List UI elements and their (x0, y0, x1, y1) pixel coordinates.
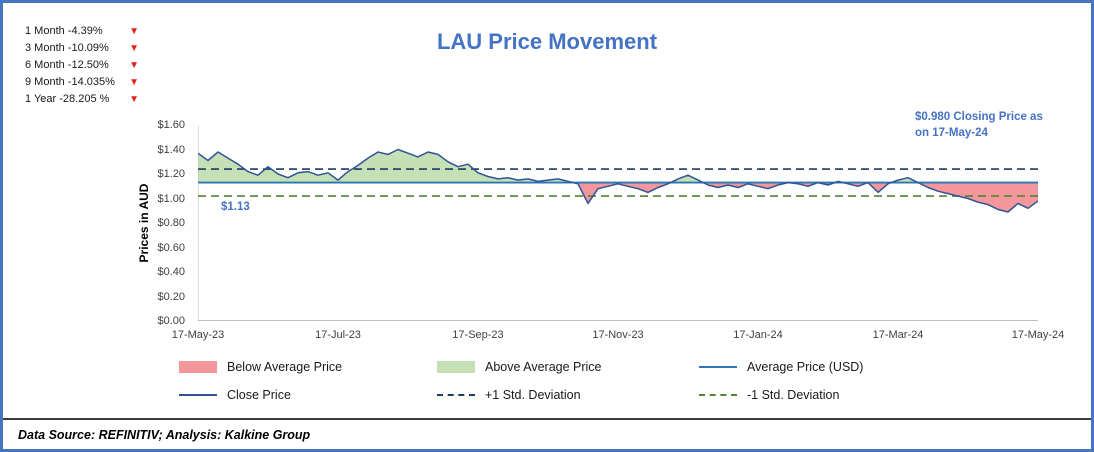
data-source-footer: Data Source: REFINITIV; Analysis: Kalkin… (3, 418, 1091, 449)
below-average-swatch-icon (179, 361, 217, 373)
closing-price-annotation-line2: on 17-May-24 (915, 126, 988, 139)
y-tick-label: $1.20 (157, 168, 185, 180)
x-tick-label: 17-Jul-23 (315, 329, 361, 341)
legend-label: Average Price (USD) (747, 360, 864, 374)
down-arrow-icon: ▼ (129, 43, 139, 54)
y-tick-label: $1.40 (157, 143, 185, 156)
y-tick-label: $0.00 (157, 315, 185, 327)
perf-9-month: 9 Month -14.035% ▼ (25, 74, 139, 91)
y-tick-label: $0.40 (157, 266, 185, 278)
legend-label: Below Average Price (227, 360, 343, 374)
chart-title: LAU Price Movement (436, 29, 658, 54)
legend-above-average: Above Average Price (437, 360, 699, 374)
y-tick-label: $0.20 (157, 290, 185, 303)
legend-minus-std-deviation: -1 Std. Deviation (699, 388, 939, 402)
above-average-area (198, 149, 918, 183)
legend-average-price: Average Price (USD) (699, 360, 939, 374)
x-tick-label: 17-Sep-23 (452, 329, 504, 341)
y-tick-label: $1.00 (157, 192, 185, 205)
performance-stats-panel: 1 Month -4.39% ▼ 3 Month -10.09% ▼ 6 Mon… (25, 23, 139, 108)
legend-label: Close Price (227, 388, 291, 402)
down-arrow-icon: ▼ (129, 26, 139, 37)
x-tick-label: 17-Jan-24 (733, 329, 783, 341)
plus-std-line-icon (437, 394, 475, 396)
y-tick-label: $0.80 (157, 217, 185, 229)
close-price-line-icon (179, 394, 217, 396)
down-arrow-icon: ▼ (129, 94, 139, 105)
chart-legend: Below Average Price Above Average Price … (179, 360, 939, 402)
legend-label: -1 Std. Deviation (747, 388, 840, 402)
legend-close-price: Close Price (179, 388, 437, 402)
perf-3-month-label: 3 Month -10.09% (25, 42, 109, 54)
x-axis-tick-labels: 17-May-23 17-Jul-23 17-Sep-23 17-Nov-23 … (172, 329, 1065, 343)
average-price-annotation: $1.13 (221, 201, 250, 213)
perf-9-month-label: 9 Month -14.035% (25, 76, 115, 88)
y-tick-label: $1.60 (157, 119, 185, 131)
y-tick-label: $0.60 (157, 241, 185, 254)
above-average-swatch-icon (437, 361, 475, 373)
price-chart-svg (198, 125, 1038, 321)
legend-label: +1 Std. Deviation (485, 388, 581, 402)
down-arrow-icon: ▼ (129, 60, 139, 71)
close-price-line (198, 148, 1038, 213)
x-tick-label: 17-Nov-23 (592, 329, 644, 341)
down-arrow-icon: ▼ (129, 77, 139, 88)
perf-1-month-label: 1 Month -4.39% (25, 25, 103, 37)
closing-price-annotation: $0.980 Closing Price as on 17-May-24 (915, 110, 1065, 141)
plot-area (198, 125, 1038, 321)
perf-1-month: 1 Month -4.39% ▼ (25, 23, 139, 40)
perf-6-month: 6 Month -12.50% ▼ (25, 57, 139, 74)
legend-plus-std-deviation: +1 Std. Deviation (437, 388, 699, 402)
perf-6-month-label: 6 Month -12.50% (25, 59, 109, 71)
x-tick-label: 17-May-23 (171, 329, 225, 341)
closing-price-annotation-line1: $0.980 Closing Price as (915, 111, 1043, 123)
legend-below-average: Below Average Price (179, 360, 437, 374)
below-average-area (198, 182, 1038, 212)
legend-label: Above Average Price (485, 360, 602, 374)
x-tick-label: 17-May-24 (1011, 329, 1065, 341)
data-source-text: Data Source: REFINITIV; Analysis: Kalkin… (18, 427, 311, 442)
minus-std-line-icon (699, 394, 737, 396)
x-tick-label: 17-Mar-24 (872, 329, 924, 341)
average-price-line-icon (699, 366, 737, 368)
y-axis-tick-labels: $1.60 $1.40 $1.20 $1.00 $0.80 $0.60 $0.4… (149, 119, 193, 327)
perf-1-year: 1 Year -28.205 % ▼ (25, 91, 139, 108)
perf-3-month: 3 Month -10.09% ▼ (25, 40, 139, 57)
perf-1-year-label: 1 Year -28.205 % (25, 93, 110, 105)
